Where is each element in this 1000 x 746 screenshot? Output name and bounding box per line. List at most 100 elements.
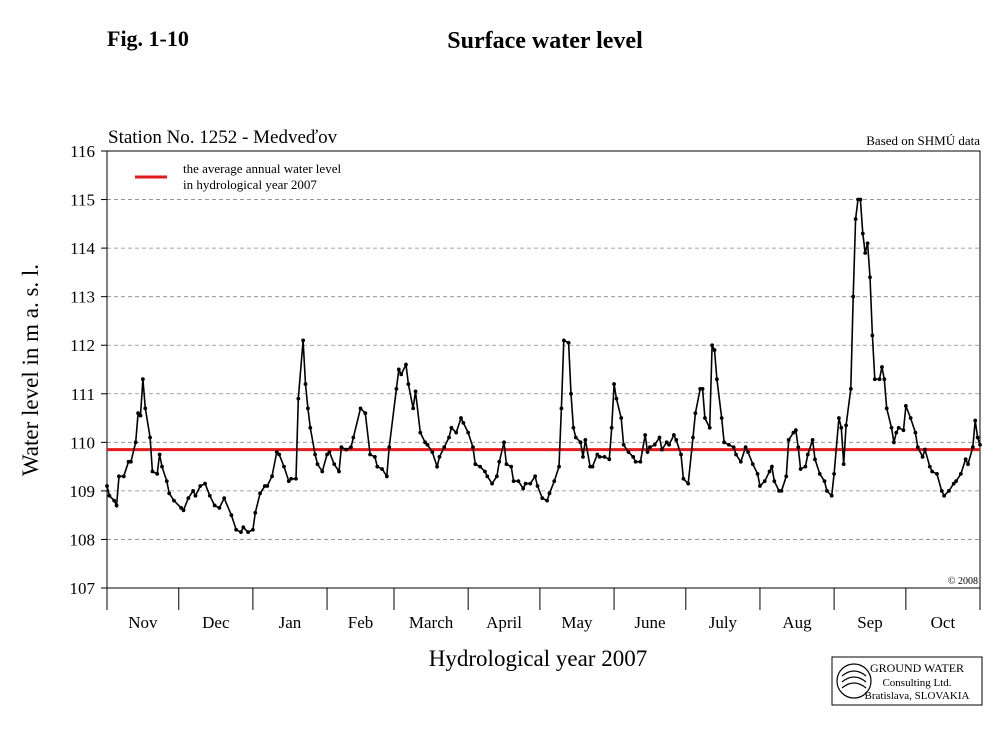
data-point <box>449 425 454 430</box>
data-point <box>332 462 337 467</box>
data-point <box>387 445 392 450</box>
plot-frame <box>106 150 981 589</box>
data-point <box>758 484 762 488</box>
data-point <box>399 372 404 377</box>
data-point <box>222 496 227 501</box>
data-point <box>805 452 810 457</box>
data-point <box>643 433 648 437</box>
data-point <box>306 406 310 411</box>
data-point <box>282 464 286 469</box>
data-point <box>301 338 306 343</box>
data-point <box>966 462 970 467</box>
data-point <box>569 391 573 396</box>
data-point <box>978 442 982 447</box>
x-tick-label: Aug <box>782 613 812 632</box>
data-point <box>700 387 705 391</box>
data-point <box>121 474 126 479</box>
data-point <box>671 433 676 437</box>
data-point <box>327 450 332 454</box>
data-point <box>825 488 829 493</box>
data-point <box>380 467 384 471</box>
data-point <box>770 464 774 469</box>
data-point <box>970 445 975 450</box>
data-point <box>471 445 475 450</box>
data-point <box>631 455 636 459</box>
y-tick-label: 107 <box>70 579 96 598</box>
data-point <box>602 455 607 459</box>
data-point <box>578 440 583 445</box>
data-point <box>707 425 712 430</box>
data-point <box>358 406 363 411</box>
data-point <box>160 464 164 469</box>
data-point <box>973 418 978 423</box>
data-point <box>726 442 731 447</box>
data-point <box>963 457 968 462</box>
data-point <box>406 382 411 386</box>
data-point <box>286 479 291 484</box>
data-point <box>372 455 377 459</box>
data-point <box>363 411 368 416</box>
data-point <box>535 484 540 488</box>
data-point <box>212 503 217 508</box>
data-point <box>614 396 619 401</box>
data-point <box>667 442 671 447</box>
x-tick-label: Nov <box>128 613 158 632</box>
data-point <box>459 416 463 420</box>
data-point <box>858 197 863 202</box>
data-point <box>923 447 927 452</box>
data-point <box>583 438 588 442</box>
x-tick-label: July <box>709 613 738 632</box>
chart-title: Surface water level <box>447 28 643 54</box>
data-point <box>796 445 801 450</box>
data-point <box>626 450 631 454</box>
x-tick-label: May <box>561 613 593 632</box>
data-point <box>545 498 549 503</box>
data-point <box>798 467 803 471</box>
data-point <box>743 445 748 450</box>
data-point <box>710 343 715 348</box>
data-point <box>133 440 138 445</box>
data-point <box>884 406 889 411</box>
data-point <box>179 505 184 510</box>
data-point <box>234 527 239 532</box>
data-point <box>411 406 416 411</box>
y-tick-label: 113 <box>70 288 95 307</box>
data-point <box>803 464 808 469</box>
data-point <box>889 425 894 430</box>
data-point <box>193 493 198 498</box>
data-point <box>901 428 906 433</box>
data-point <box>384 474 389 479</box>
data-point <box>494 474 499 479</box>
data-point <box>865 241 870 246</box>
data-point <box>437 455 442 459</box>
data-point <box>645 450 650 454</box>
data-point <box>547 491 552 496</box>
data-point <box>832 471 837 476</box>
data-point <box>590 464 595 469</box>
logo-icon <box>836 663 872 699</box>
data-point <box>418 430 423 435</box>
data-point <box>435 464 439 469</box>
subtitle: Station No. 1252 - Medveďov <box>108 127 338 148</box>
data-point <box>540 496 545 501</box>
company-name: GROUND WATER <box>870 661 964 675</box>
data-point <box>203 481 207 486</box>
data-point <box>813 457 817 462</box>
data-point <box>497 459 502 464</box>
x-tick-label: Oct <box>931 613 956 632</box>
data-point <box>117 474 121 479</box>
data-point <box>848 387 853 391</box>
data-point <box>841 462 846 467</box>
data-point <box>947 488 951 493</box>
data-point <box>521 486 526 491</box>
data-point <box>619 416 624 420</box>
data-point <box>860 231 865 236</box>
data-point <box>674 438 679 442</box>
data-point <box>241 525 246 530</box>
data-point <box>638 459 643 464</box>
data-point <box>894 430 899 435</box>
data-point <box>691 435 695 440</box>
data-point <box>719 416 724 420</box>
data-point <box>186 496 191 501</box>
data-point <box>571 425 576 430</box>
